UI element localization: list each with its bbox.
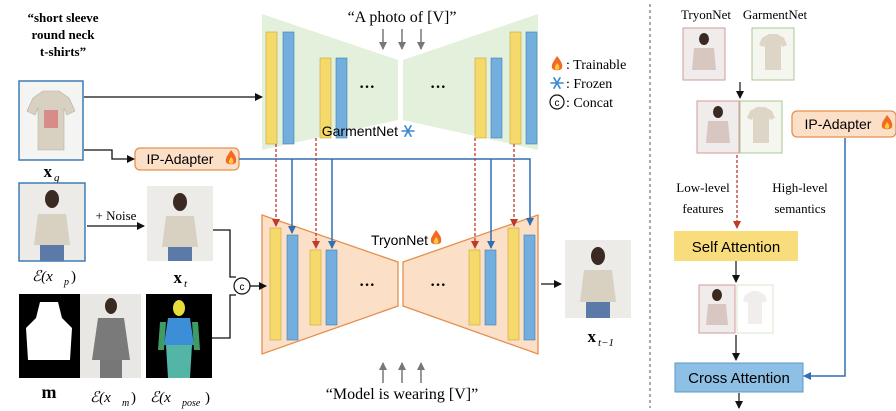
concat-circle-legend <box>549 94 565 110</box>
garment-block-8 <box>525 31 538 145</box>
concat-symbol: c <box>240 282 245 293</box>
label-exm-close: ) <box>131 390 136 406</box>
right-attention-output <box>698 284 774 334</box>
label-xt: x <box>174 268 183 287</box>
garment-block-5 <box>474 57 487 139</box>
tryon-block-2 <box>286 234 299 341</box>
pose-image <box>146 294 212 378</box>
label-expose-sub: pose <box>181 398 201 409</box>
snowflake-icon <box>401 125 415 137</box>
fire-icon <box>225 150 237 165</box>
tryonnet-label: TryonNet <box>371 232 428 248</box>
label-xt1: x <box>588 327 597 346</box>
noise-label: + Noise <box>96 208 137 223</box>
snowflake-icon <box>550 77 564 89</box>
tryon-block-7 <box>507 227 520 341</box>
label-exm: ℰ(x <box>90 390 111 406</box>
legend-trainable: : Trainable <box>566 58 626 73</box>
fire-icon <box>430 230 442 245</box>
legend-frozen: : Frozen <box>566 77 612 92</box>
output-image <box>565 240 631 318</box>
label-exp-close: ) <box>71 269 76 285</box>
label-xt1-sub: t−1 <box>598 337 614 349</box>
noisy-image <box>147 186 213 261</box>
garment-block-3 <box>319 57 332 139</box>
garment-block-6 <box>490 57 503 139</box>
high-level-line-2: semantics <box>774 201 825 216</box>
label-xg: x <box>44 162 53 181</box>
prompt-top: “A photo of [V]” <box>348 9 457 26</box>
garment-ellipsis-right: ··· <box>430 79 446 96</box>
tryon-block-3 <box>309 249 322 326</box>
cross-attention-box <box>674 362 804 393</box>
ip-adapter-label: IP-Adapter <box>147 151 214 167</box>
tryon-block-5 <box>468 249 481 326</box>
right-garment-feature-image <box>751 27 795 81</box>
tryon-block-4 <box>325 249 338 326</box>
garment-block-7 <box>509 31 522 145</box>
tryonnet: ··· ··· TryonNet <box>261 214 539 355</box>
garment-to-ipadapter-arrow <box>84 149 135 163</box>
low-level-line-2: features <box>682 201 723 216</box>
concat-symbol-legend: c <box>555 98 560 109</box>
fire-icon <box>551 56 563 71</box>
tryon-block-6 <box>484 249 497 326</box>
xt-to-concat-line <box>213 229 236 278</box>
garment-caption-line-3: t-shirts” <box>40 44 86 59</box>
label-xt-sub: t <box>184 278 188 290</box>
right-ip-adapter-to-cross-attention <box>803 138 846 380</box>
tryon-ellipsis-right: ··· <box>430 277 446 294</box>
right-garmentnet-label: GarmentNet <box>743 7 808 22</box>
right-tryon-feature-image <box>682 27 726 81</box>
tryon-block-1 <box>269 227 282 341</box>
garment-caption-line-2: round neck <box>32 27 96 42</box>
garment-ellipsis-left: ··· <box>359 79 375 96</box>
self-attention-label: Self Attention <box>692 239 780 256</box>
garment-block-1 <box>265 31 278 145</box>
right-concat-features <box>696 100 783 154</box>
garmentnet-label: GarmentNet <box>322 123 398 139</box>
garment-block-2 <box>282 31 295 145</box>
mask-image <box>19 294 80 378</box>
label-exp-sub: p <box>63 277 69 288</box>
garment-image <box>18 80 84 161</box>
cross-attention-label: Cross Attention <box>688 370 790 387</box>
garmentnet: ··· ··· GarmentNet <box>262 14 538 150</box>
label-m: m <box>42 382 57 402</box>
high-level-line-1: High-level <box>772 180 828 195</box>
label-expose-close: ) <box>205 390 210 406</box>
low-level-line-1: Low-level <box>676 180 730 195</box>
legend: : Trainable : Frozen c : Concat <box>549 56 626 111</box>
garment-block-4 <box>335 57 348 139</box>
right-ip-adapter-label: IP-Adapter <box>805 116 872 132</box>
label-expose: ℰ(x <box>150 390 171 406</box>
prompt-bottom: “Model is wearing [V]” <box>326 386 478 403</box>
self-attention-box <box>674 231 798 261</box>
right-ip-adapter-box <box>791 110 896 138</box>
tryon-block-8 <box>523 234 536 341</box>
label-xg-sub: g <box>54 172 60 184</box>
pose-to-concat-line <box>212 294 236 339</box>
right-tryonnet-label: TryonNet <box>681 7 731 22</box>
masked-person-image <box>80 294 141 378</box>
fire-icon <box>881 115 893 130</box>
garment-caption: “short sleeve round neck t-shirts” <box>27 10 98 59</box>
tryon-ellipsis-left: ··· <box>359 277 375 294</box>
legend-concat: : Concat <box>566 96 613 111</box>
label-exp: ℰ(x <box>32 269 53 285</box>
label-exm-sub: m <box>122 398 129 409</box>
garment-caption-line-1: “short sleeve <box>27 10 98 25</box>
ip-adapter-to-block-8 <box>239 158 534 226</box>
person-image <box>18 182 86 262</box>
